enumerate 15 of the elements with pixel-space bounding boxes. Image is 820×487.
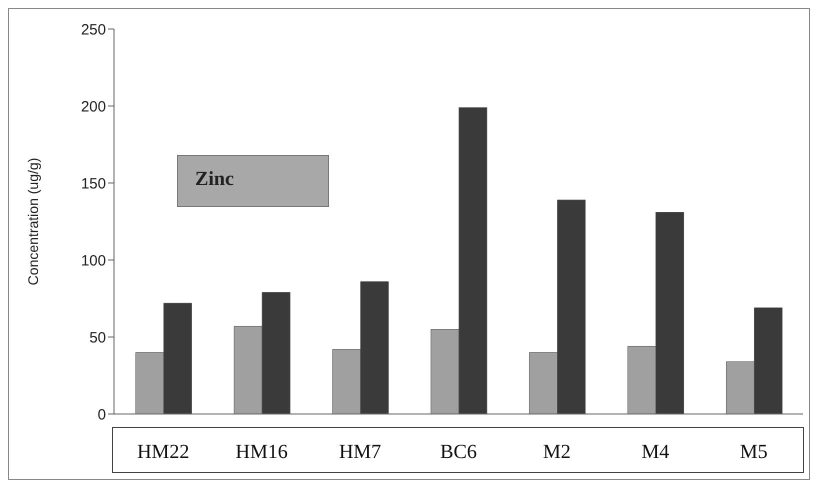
x-tick-label: HM22 <box>137 441 190 464</box>
x-tick-label: BC6 <box>440 441 477 464</box>
y-tick-label: 150 <box>80 175 106 192</box>
y-tick-label: 50 <box>89 329 106 346</box>
x-tick-label: HM7 <box>338 441 382 464</box>
y-tick-label: 0 <box>98 406 106 424</box>
annotation: Zinc <box>195 168 234 191</box>
y-tick-label: 200 <box>80 98 106 116</box>
x-tick-label: M4 <box>641 441 670 464</box>
x-tick-label: M2 <box>543 441 571 464</box>
y-axis-title: Concentration (ug/g) <box>24 158 41 286</box>
y-tick-label: 250 <box>80 21 106 38</box>
x-tick-label: HM16 <box>236 441 288 464</box>
y-tick-label: 100 <box>80 252 106 270</box>
x-tick-label: M5 <box>740 441 768 464</box>
